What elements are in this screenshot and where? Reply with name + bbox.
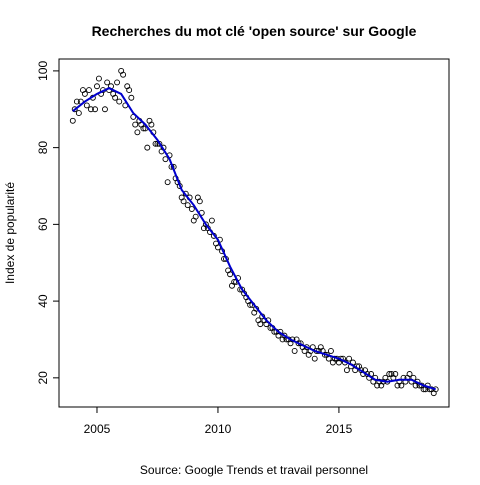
data-point — [227, 271, 233, 278]
data-point — [114, 79, 121, 86]
data-point — [184, 202, 191, 209]
data-point — [192, 213, 199, 220]
data-point — [162, 156, 169, 163]
data-point — [92, 106, 98, 113]
x-tick-label: 2005 — [84, 422, 111, 436]
data-point — [196, 198, 203, 205]
data-point — [271, 328, 278, 335]
data-point — [112, 94, 119, 101]
x-tick-label: 2015 — [326, 422, 353, 436]
data-point — [188, 206, 195, 212]
data-point — [128, 94, 135, 101]
data-point — [132, 121, 139, 128]
data-point — [75, 110, 82, 117]
data-point — [386, 371, 393, 377]
chart-title: Recherches du mot clé 'open source' sur … — [92, 23, 417, 39]
data-point — [73, 98, 80, 105]
data-point — [327, 348, 334, 354]
data-point — [398, 382, 405, 389]
data-point — [94, 83, 100, 90]
y-tick-label: 60 — [36, 217, 50, 231]
plot-frame — [58, 58, 450, 408]
data-point — [102, 106, 108, 113]
data-point — [120, 71, 127, 78]
y-tick-label: 40 — [36, 294, 50, 308]
data-point — [148, 121, 155, 128]
data-point — [291, 348, 298, 354]
data-point — [87, 106, 94, 113]
data-point — [346, 355, 353, 362]
data-point — [406, 371, 413, 377]
data-point — [104, 79, 111, 86]
y-tick-label: 20 — [36, 371, 50, 385]
data-point — [343, 367, 350, 374]
trend-line — [72, 87, 436, 391]
data-point — [134, 129, 141, 136]
data-point — [83, 102, 90, 109]
y-tick-label: 80 — [36, 141, 50, 155]
data-point — [152, 140, 159, 147]
data-point — [420, 386, 427, 393]
data-point — [86, 87, 92, 94]
data-point — [303, 344, 310, 351]
data-point — [140, 125, 147, 132]
data-point — [164, 179, 171, 186]
data-point — [180, 198, 187, 205]
data-point — [116, 98, 123, 105]
y-axis-label: Index de popularité — [3, 182, 17, 284]
data-point — [71, 106, 78, 113]
data-point — [95, 75, 102, 82]
data-point — [208, 217, 215, 224]
data-point — [144, 144, 151, 151]
data-point — [311, 355, 318, 362]
data-point — [257, 321, 264, 328]
data-point — [126, 87, 133, 94]
data-point — [81, 90, 88, 97]
data-point — [392, 371, 399, 377]
data-point — [295, 340, 302, 347]
data-point — [69, 117, 76, 124]
x-axis-label: Source: Google Trends et travail personn… — [140, 463, 368, 477]
data-point — [231, 278, 238, 285]
data-point — [247, 301, 254, 308]
x-tick-label: 2010 — [205, 422, 232, 436]
y-tick-label: 100 — [36, 61, 50, 81]
